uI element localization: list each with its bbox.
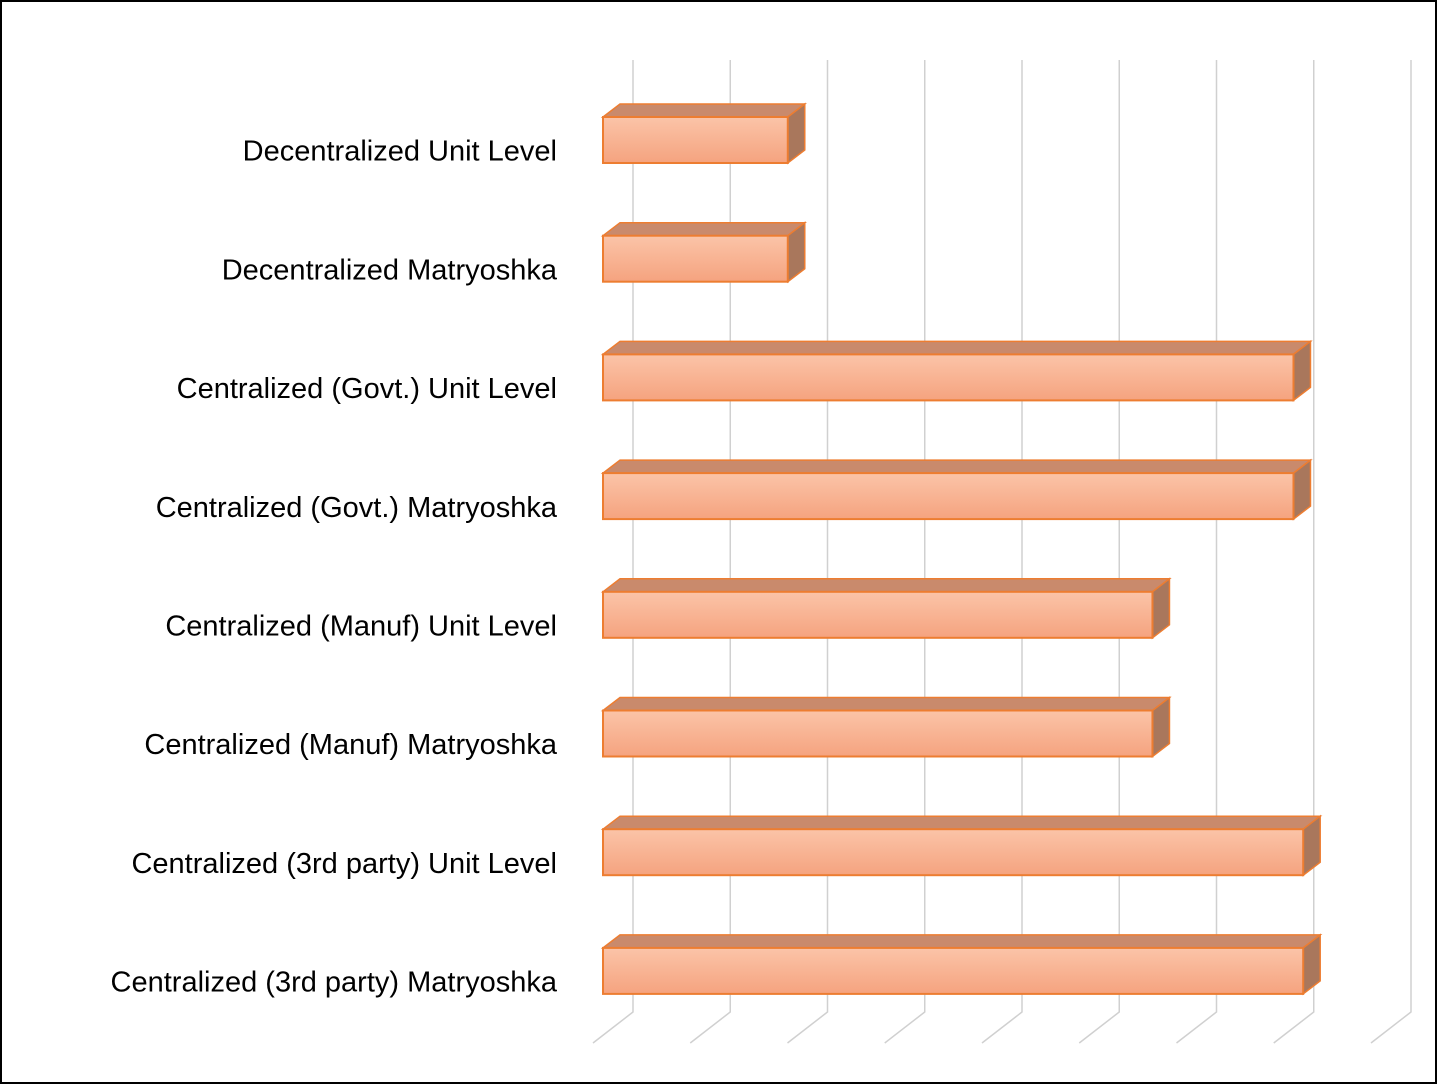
bar	[602, 828, 1305, 877]
bar	[602, 353, 1295, 402]
y-tick-label: Decentralized Unit Level	[243, 136, 557, 168]
bars: Decentralized Unit Level Decentralized Ma…	[111, 102, 1323, 999]
bar-top	[600, 103, 807, 118]
grid-line	[1370, 60, 1412, 1044]
bar	[602, 472, 1295, 521]
bar-top	[600, 459, 1313, 474]
bar-top	[600, 815, 1323, 830]
y-tick-label: Centralized (3rd party) Matryoshka	[111, 967, 558, 999]
bar-top	[600, 221, 807, 237]
bar	[602, 590, 1154, 639]
bar-top	[600, 578, 1172, 593]
y-tick-label: Decentralized Matryoshka	[222, 254, 558, 286]
y-tick-label: Centralized (3rd party) Unit Level	[131, 848, 557, 880]
bar	[602, 234, 789, 283]
y-tick-label: Centralized (Govt.) Unit Level	[177, 373, 557, 405]
bar-top	[600, 340, 1313, 356]
y-tick-label: Centralized (Manuf) Unit Level	[165, 610, 557, 642]
bar	[602, 709, 1154, 758]
bar-top	[600, 696, 1172, 712]
y-tick-label: Centralized (Manuf) Matryoshka	[144, 729, 557, 761]
y-tick-label: Centralized (Govt.) Matryoshka	[156, 492, 558, 524]
bar	[602, 116, 789, 164]
grid-line	[1273, 60, 1315, 1044]
bar-top	[600, 934, 1323, 949]
bar	[602, 946, 1305, 995]
